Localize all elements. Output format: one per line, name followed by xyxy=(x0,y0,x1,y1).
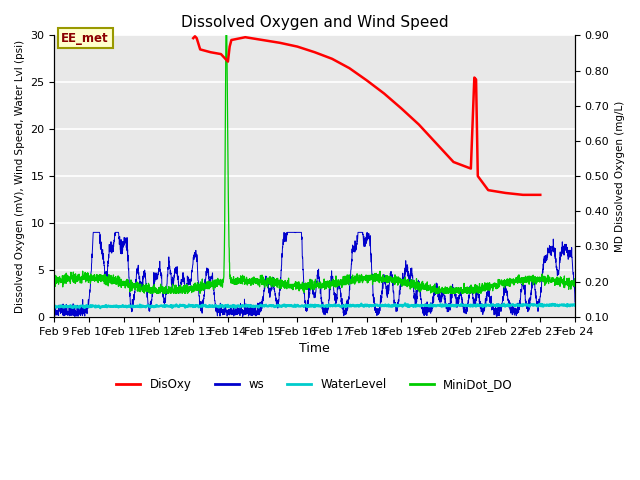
X-axis label: Time: Time xyxy=(300,342,330,355)
Title: Dissolved Oxygen and Wind Speed: Dissolved Oxygen and Wind Speed xyxy=(181,15,449,30)
Legend: DisOxy, ws, WaterLevel, MiniDot_DO: DisOxy, ws, WaterLevel, MiniDot_DO xyxy=(112,373,518,396)
Y-axis label: MD Dissolved Oxygen (mg/L): MD Dissolved Oxygen (mg/L) xyxy=(615,100,625,252)
Y-axis label: Dissolved Oxygen (mV), Wind Speed, Water Lvl (psi): Dissolved Oxygen (mV), Wind Speed, Water… xyxy=(15,39,25,312)
Text: EE_met: EE_met xyxy=(61,32,109,45)
